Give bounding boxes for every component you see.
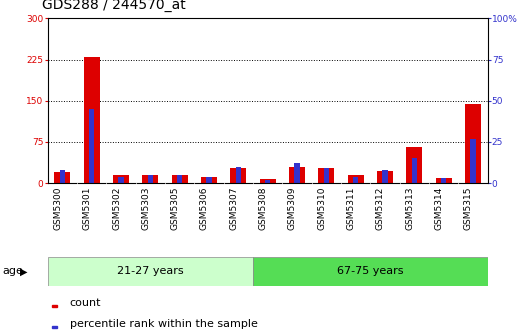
Bar (348, 175, 364, 183)
Bar (142, 175, 158, 183)
Bar (172, 175, 188, 183)
Bar (48, 257, 253, 286)
Text: ▶: ▶ (20, 266, 28, 276)
Text: GSM5303: GSM5303 (142, 187, 151, 230)
Bar (289, 167, 305, 183)
Text: GSM5305: GSM5305 (171, 187, 180, 230)
Text: GSM5302: GSM5302 (112, 187, 121, 230)
Text: GSM5311: GSM5311 (347, 187, 356, 230)
Bar (294, 163, 299, 183)
Text: GSM5309: GSM5309 (288, 187, 297, 230)
Text: GSM5307: GSM5307 (229, 187, 239, 230)
Text: count: count (69, 298, 101, 308)
Text: GDS288 / 244570_at: GDS288 / 244570_at (42, 0, 186, 12)
Text: GSM5300: GSM5300 (54, 187, 63, 230)
Bar (148, 175, 153, 183)
Text: GSM5315: GSM5315 (464, 187, 473, 230)
Bar (206, 176, 211, 183)
Bar (353, 176, 358, 183)
Bar (470, 139, 475, 183)
Text: GSM5312: GSM5312 (376, 187, 385, 230)
Bar (118, 176, 123, 183)
Bar (52, 326, 57, 328)
Text: percentile rank within the sample: percentile rank within the sample (69, 319, 258, 329)
Text: age: age (3, 266, 23, 276)
Text: GSM5306: GSM5306 (200, 187, 209, 230)
Text: GSM5308: GSM5308 (259, 187, 268, 230)
Bar (54, 172, 70, 183)
Bar (260, 179, 276, 183)
Bar (436, 178, 452, 183)
Bar (236, 167, 241, 183)
Bar (177, 175, 182, 183)
Bar (406, 148, 422, 183)
Bar (324, 168, 329, 183)
Text: GSM5313: GSM5313 (405, 187, 414, 230)
Text: 21-27 years: 21-27 years (117, 266, 184, 276)
Bar (265, 180, 270, 183)
Bar (230, 168, 246, 183)
Bar (113, 175, 129, 183)
Text: GSM5314: GSM5314 (435, 187, 444, 230)
Bar (84, 57, 100, 183)
Bar (253, 257, 488, 286)
Bar (441, 178, 446, 183)
Text: GSM5301: GSM5301 (83, 187, 92, 230)
Bar (377, 171, 393, 183)
Text: 67-75 years: 67-75 years (337, 266, 403, 276)
Bar (201, 176, 217, 183)
Bar (318, 168, 334, 183)
Bar (412, 158, 417, 183)
Bar (89, 109, 94, 183)
Bar (60, 170, 65, 183)
Bar (382, 170, 387, 183)
Text: GSM5310: GSM5310 (317, 187, 326, 230)
Bar (465, 103, 481, 183)
Bar (52, 305, 57, 307)
